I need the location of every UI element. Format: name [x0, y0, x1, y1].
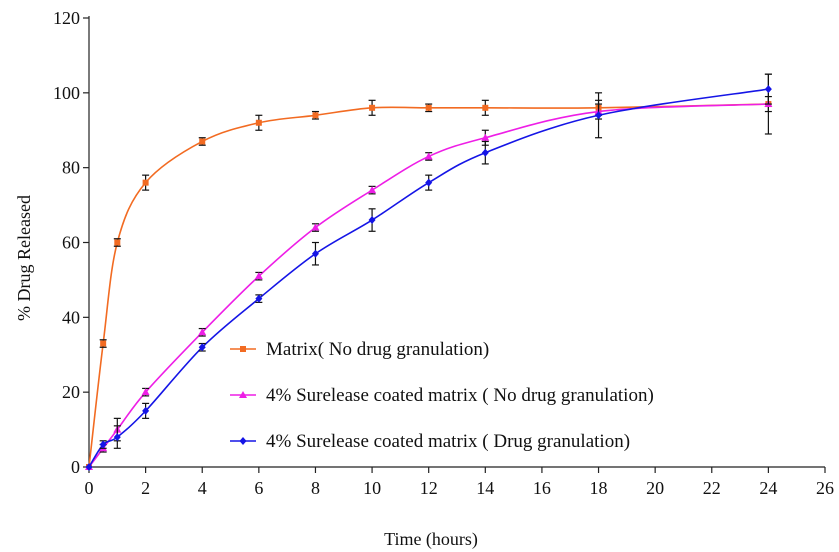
- series-2: [85, 74, 772, 470]
- x-tick-label: 20: [646, 478, 664, 498]
- data-point: [143, 180, 149, 186]
- x-tick-label: 10: [363, 478, 381, 498]
- series-3: [86, 74, 772, 471]
- y-tick-label: 60: [62, 233, 80, 253]
- x-tick-label: 24: [759, 478, 777, 498]
- y-tick-label: 100: [53, 83, 80, 103]
- y-tick-label: 40: [62, 307, 80, 327]
- data-point: [100, 341, 106, 347]
- data-point: [199, 138, 205, 144]
- data-point: [426, 105, 432, 111]
- y-tick-label: 120: [53, 8, 80, 28]
- data-point: [312, 250, 319, 258]
- x-tick-label: 8: [311, 478, 320, 498]
- x-tick-label: 16: [533, 478, 551, 498]
- y-tick-label: 20: [62, 382, 80, 402]
- data-point: [765, 85, 772, 93]
- data-point: [482, 149, 489, 157]
- legend-item-2: 4% Surelease coated matrix ( No drug gra…: [230, 385, 654, 406]
- data-point: [312, 112, 318, 118]
- legend-item-3: 4% Surelease coated matrix ( Drug granul…: [230, 431, 630, 452]
- x-tick-label: 6: [254, 478, 263, 498]
- x-tick-label: 2: [141, 478, 150, 498]
- data-point: [256, 120, 262, 126]
- x-tick-label: 14: [476, 478, 494, 498]
- legend-label: 4% Surelease coated matrix ( Drug granul…: [266, 431, 630, 452]
- legend: Matrix( No drug granulation) 4% Surelease…: [230, 339, 654, 452]
- x-tick-label: 26: [816, 478, 834, 498]
- legend-item-1: Matrix( No drug granulation): [230, 339, 489, 360]
- legend-marker: [240, 346, 246, 352]
- data-point: [368, 186, 376, 193]
- series-line: [89, 89, 768, 467]
- x-tick-label: 12: [420, 478, 438, 498]
- series-layer: [85, 74, 772, 471]
- x-tick-label: 4: [198, 478, 207, 498]
- data-point: [369, 216, 376, 224]
- x-tick-label: 18: [590, 478, 608, 498]
- x-tick-label: 0: [85, 478, 94, 498]
- legend-label: 4% Surelease coated matrix ( No drug gra…: [266, 385, 654, 406]
- data-point: [482, 105, 488, 111]
- data-point: [114, 240, 120, 246]
- data-point: [369, 105, 375, 111]
- data-point: [425, 179, 432, 187]
- x-tick-label: 22: [703, 478, 721, 498]
- y-axis-title: % Drug Released: [14, 195, 34, 321]
- x-axis-title: Time (hours): [384, 529, 478, 550]
- legend-label: Matrix( No drug granulation): [266, 339, 489, 360]
- y-tick-label: 0: [71, 457, 80, 477]
- y-tick-label: 80: [62, 158, 80, 178]
- legend-marker: [240, 437, 247, 445]
